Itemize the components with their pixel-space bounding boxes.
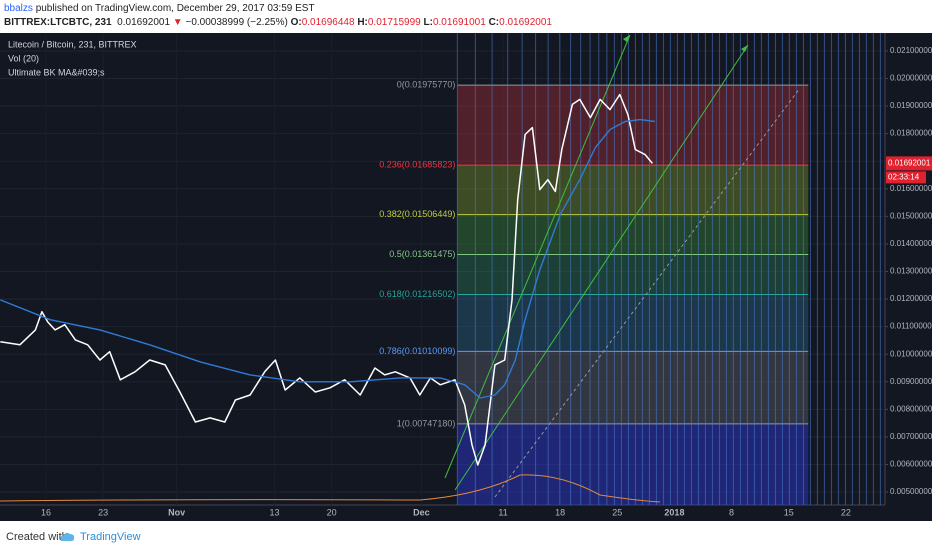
published: published on TradingView.com, December 2…	[35, 3, 315, 14]
y-tick-label: 0.01000000	[890, 349, 932, 358]
fib-label: 0.236(0.01685823)	[379, 159, 455, 169]
brand[interactable]: TradingView	[80, 531, 141, 543]
volume-ma	[0, 474, 661, 503]
x-tick-label: 25	[612, 507, 622, 517]
x-tick-label: 8	[729, 507, 734, 517]
y-tick-label: 0.01100000	[890, 322, 932, 331]
arrow: ▼	[172, 17, 183, 28]
fib-label: 0.618(0.01216502)	[379, 289, 455, 299]
y-tick-label: 0.01900000	[890, 101, 932, 110]
symbol: BITTREX:LTCBTC, 231	[4, 17, 112, 28]
fib-label: 0(0.01975770)	[397, 80, 456, 90]
x-tick-label: Dec	[413, 507, 430, 517]
y-tick-label: 0.00800000	[890, 404, 932, 413]
fib-band	[457, 85, 809, 166]
fib-label: 0.382(0.01506449)	[379, 209, 455, 219]
x-tick-label: 23	[98, 507, 108, 517]
trend-line	[444, 34, 631, 479]
ma-line	[0, 118, 655, 399]
fib-band	[457, 254, 809, 295]
fib-band	[457, 351, 809, 424]
price-tag: 0.01692001	[888, 159, 931, 168]
arrow-head	[741, 45, 748, 52]
ohlc-value: 0.01691001	[432, 17, 486, 28]
y-tick-label: 0.00500000	[890, 487, 932, 496]
x-tick-label: 20	[327, 507, 337, 517]
y-tick-label: 0.00900000	[890, 377, 932, 386]
fib-label: 0.786(0.01010099)	[379, 346, 455, 356]
last: 0.01692001	[117, 17, 171, 28]
user[interactable]: bbalzs	[4, 3, 33, 14]
y-tick-label: 0.00600000	[890, 460, 932, 469]
ohlc-value: 0.01696448	[301, 17, 355, 28]
ohlc-label: H:	[357, 17, 368, 28]
logo	[60, 532, 75, 541]
arrow-head	[623, 35, 630, 42]
fib-band	[457, 294, 809, 352]
y-tick-label: 0.01500000	[890, 211, 932, 220]
created-with: Created with	[6, 531, 68, 543]
ohlc-label: L:	[423, 17, 433, 28]
trend-line	[454, 44, 749, 491]
y-tick-label: 0.01300000	[890, 267, 932, 276]
y-tick-label: 0.01800000	[890, 129, 932, 138]
header: bbalzs published on TradingView.com, Dec…	[0, 0, 932, 33]
fib-band	[457, 423, 809, 505]
trend-line	[494, 87, 801, 498]
y-tick-label: 0.01200000	[890, 294, 932, 303]
x-tick-label: 15	[784, 507, 794, 517]
publish-line: bbalzs published on TradingView.com, Dec…	[4, 3, 315, 14]
x-tick-label: 22	[841, 507, 851, 517]
legend-entry: Litecoin / Bitcoin, 231, BITTREX	[8, 39, 137, 49]
fib-label: 1(0.00747180)	[397, 418, 456, 428]
quote-line: BITTREX:LTCBTC, 231 0.01692001 ▼ −0.0003…	[4, 17, 552, 28]
ohlc-label: O:	[290, 17, 302, 28]
ohlc-value: 0.01715999	[367, 17, 421, 28]
fib-band	[457, 165, 809, 215]
x-tick-label: 11	[498, 507, 507, 517]
x-tick-label: 16	[41, 507, 51, 517]
x-tick-label: 18	[555, 507, 565, 517]
legend-entry: Ultimate BK MA&#039;s	[8, 67, 105, 77]
change: −0.00038999 (−2.25%)	[185, 17, 288, 28]
chart: 0.00500000 0.00600000 0.00700000 0.00800000…	[0, 33, 932, 521]
ohlc: O:0.01696448 H:0.01715999 L:0.01691001 C…	[291, 17, 552, 28]
x-tick-label: 2018	[664, 507, 684, 517]
countdown-bg	[886, 171, 926, 184]
fib-label: 0.5(0.01361475)	[389, 249, 455, 259]
legend-entry: Vol (20)	[8, 53, 39, 63]
price-tag-bg	[886, 156, 932, 171]
footer: Created with TradingView	[0, 521, 932, 550]
countdown: 02:33:14	[888, 173, 920, 182]
price-line	[0, 93, 653, 466]
y-tick-label: 0.01600000	[890, 184, 932, 193]
y-tick-label: 0.00700000	[890, 432, 932, 441]
ohlc-value: 0.01692001	[499, 17, 552, 28]
x-tick-label: 13	[270, 507, 280, 517]
y-tick-label: 0.02000000	[890, 74, 932, 83]
y-tick-label: 0.02100000	[890, 46, 932, 55]
x-tick-label: Nov	[168, 507, 185, 517]
y-tick-label: 0.01400000	[890, 239, 932, 248]
ohlc-label: C:	[488, 17, 500, 28]
